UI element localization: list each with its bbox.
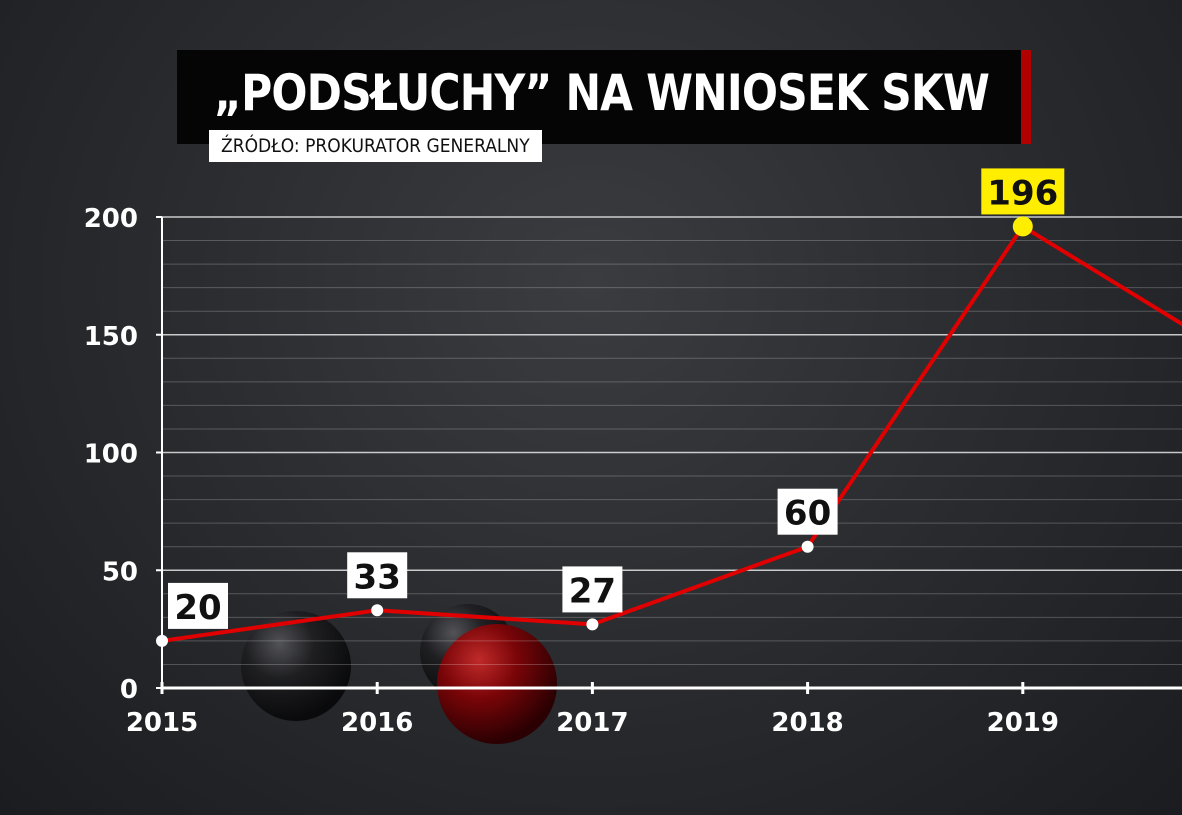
x-axis-ticks: 2015 2016 2017 2018 2019 <box>126 682 1059 738</box>
red-sphere <box>437 624 557 744</box>
dark-sphere-left <box>241 611 351 721</box>
data-point <box>371 604 384 617</box>
data-label-box <box>347 552 408 599</box>
data-point <box>801 540 814 553</box>
title-banner <box>177 50 1023 144</box>
data-label-box <box>562 566 623 613</box>
source-label: ŹRÓDŁO: PROKURATOR GENERALNY <box>209 130 542 162</box>
x-tick-label: 2015 <box>126 708 198 738</box>
data-label-box-highlight <box>981 168 1065 215</box>
data-label: 33 <box>354 557 401 597</box>
y-axis-ticks: 0 50 100 150 200 <box>84 204 162 705</box>
y-tick-label: 0 <box>120 675 138 705</box>
y-tick-label: 50 <box>102 557 138 587</box>
y-tick-label: 100 <box>84 440 138 470</box>
data-label: 27 <box>569 571 616 611</box>
series-line <box>161 224 1182 643</box>
data-point <box>586 618 599 631</box>
y-tick-label: 150 <box>84 322 138 352</box>
x-tick-label: 2016 <box>341 708 413 738</box>
data-points <box>156 216 1033 647</box>
data-label: 60 <box>784 494 831 534</box>
x-tick-label: 2018 <box>771 708 843 738</box>
decorative-spheres <box>241 604 557 744</box>
data-labels: 20 33 27 60 196 <box>168 168 1065 629</box>
series-line-path <box>161 224 1182 643</box>
y-tick-label: 200 <box>84 204 138 234</box>
data-label-highlight: 196 <box>987 173 1058 213</box>
data-label: 20 <box>174 588 221 628</box>
x-tick-label: 2017 <box>556 708 628 738</box>
data-label-box <box>777 488 838 535</box>
data-point-highlight <box>1012 216 1033 237</box>
chart-title: „PODSŁUCHY” NA WNIOSEK SKW <box>214 64 990 122</box>
data-point <box>156 634 168 647</box>
x-tick-label: 2019 <box>987 708 1059 738</box>
title-accent-bar <box>1021 50 1031 144</box>
grid-lines <box>162 216 1182 665</box>
data-label-box <box>168 582 228 629</box>
